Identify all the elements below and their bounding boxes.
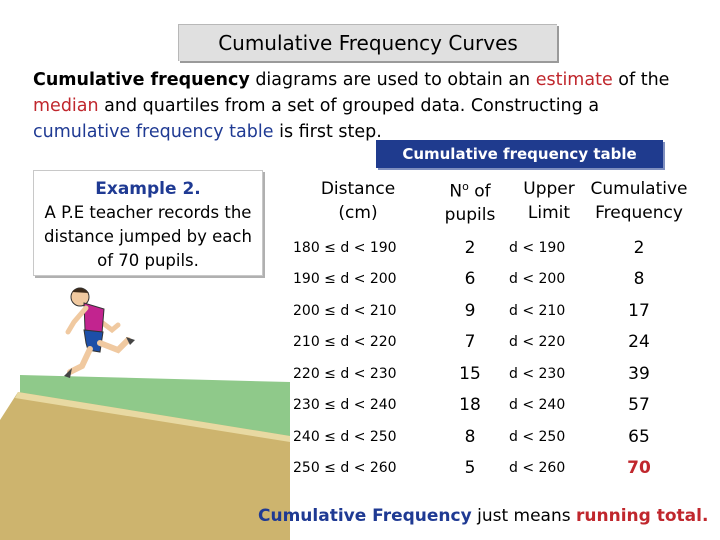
header-pupils: pupils bbox=[444, 205, 496, 226]
cell-frequency: 18 bbox=[459, 395, 481, 416]
header-upper: Upper bbox=[523, 179, 575, 199]
footer-middle: just means bbox=[471, 506, 576, 526]
cell-upper-limit: d < 220 bbox=[509, 334, 566, 351]
header-number-of-pupils: No of pupils bbox=[435, 170, 505, 232]
intro-term: Cumulative frequency bbox=[33, 70, 250, 90]
cell-cumulative: 65 bbox=[628, 426, 650, 447]
header-distance-unit: (cm) bbox=[338, 203, 378, 223]
cell-cumulative: 39 bbox=[628, 363, 650, 384]
intro-text-2: of the bbox=[612, 70, 670, 90]
footer-note: Cumulative Frequency just means running … bbox=[258, 506, 708, 526]
cell-interval: 230 ≤ d < 240 bbox=[293, 397, 397, 414]
header-cumulative: Cumulative bbox=[590, 179, 688, 199]
cell-interval: 190 ≤ d < 200 bbox=[293, 271, 397, 288]
header-of: of bbox=[468, 181, 491, 202]
cell-interval: 240 ≤ d < 250 bbox=[293, 428, 397, 445]
footer-label: Cumulative Frequency bbox=[258, 506, 472, 526]
intro-text-3: and quartiles from a set of grouped data… bbox=[98, 96, 600, 116]
cell-frequency: 8 bbox=[464, 426, 476, 447]
intro-estimate: estimate bbox=[535, 70, 613, 90]
cell-upper-limit: d < 190 bbox=[509, 239, 566, 256]
table-row: 240 ≤ d < 250 8 d < 250 65 bbox=[283, 421, 689, 453]
cell-upper-limit: d < 260 bbox=[509, 460, 566, 477]
cell-frequency: 2 bbox=[464, 237, 476, 258]
header-upper-limit: Upper Limit bbox=[505, 170, 589, 232]
cell-interval: 210 ≤ d < 220 bbox=[293, 334, 397, 351]
long-jump-illustration bbox=[0, 287, 290, 540]
example-heading: Example 2. bbox=[95, 179, 201, 199]
cell-upper-limit: d < 210 bbox=[509, 302, 566, 319]
cell-interval: 250 ≤ d < 260 bbox=[293, 460, 397, 477]
intro-text-1: diagrams are used to obtain an bbox=[249, 70, 536, 90]
table-row: 230 ≤ d < 240 18 d < 240 57 bbox=[283, 390, 689, 422]
cell-interval: 220 ≤ d < 230 bbox=[293, 365, 397, 382]
cell-cumulative: 8 bbox=[633, 269, 645, 290]
header-cumulative-frequency: Cumulative Frequency bbox=[589, 170, 689, 232]
header-limit: Limit bbox=[527, 203, 571, 223]
cell-frequency: 7 bbox=[464, 332, 476, 353]
table-row: 180 ≤ d < 190 2 d < 190 2 bbox=[283, 232, 689, 264]
cell-cumulative: 24 bbox=[628, 332, 650, 353]
slide-title: Cumulative Frequency Curves bbox=[178, 24, 557, 61]
cell-cumulative: 17 bbox=[628, 300, 650, 321]
example-box: Example 2. A P.E teacher records the dis… bbox=[33, 170, 263, 276]
cell-cumulative: 2 bbox=[633, 237, 645, 258]
cell-frequency: 6 bbox=[464, 269, 476, 290]
cell-upper-limit: d < 200 bbox=[509, 271, 566, 288]
grass-strip bbox=[20, 375, 290, 440]
cell-cumulative: 57 bbox=[628, 395, 650, 416]
cell-cumulative-total: 70 bbox=[627, 458, 651, 479]
table-row: 200 ≤ d < 210 9 d < 210 17 bbox=[283, 295, 689, 327]
table-row: 190 ≤ d < 200 6 d < 200 8 bbox=[283, 264, 689, 296]
header-distance: Distance (cm) bbox=[283, 170, 435, 232]
table-row: 210 ≤ d < 220 7 d < 220 24 bbox=[283, 327, 689, 359]
header-frequency: Frequency bbox=[595, 203, 683, 223]
footer-emphasis: running total. bbox=[576, 506, 709, 526]
intro-cft: cumulative frequency table bbox=[33, 122, 274, 142]
header-o: o bbox=[462, 179, 469, 193]
table-row: 220 ≤ d < 230 15 d < 230 39 bbox=[283, 358, 689, 390]
long-jumper-illustration bbox=[64, 287, 135, 378]
intro-text-4: is first step. bbox=[273, 122, 382, 142]
table-tag-label: Cumulative frequency table bbox=[376, 140, 663, 168]
cell-upper-limit: d < 250 bbox=[509, 428, 566, 445]
cumulative-frequency-table: Distance (cm) No of pupils Upper Limit C… bbox=[283, 170, 689, 484]
cell-upper-limit: d < 240 bbox=[509, 397, 566, 414]
cell-interval: 180 ≤ d < 190 bbox=[293, 239, 397, 256]
cell-upper-limit: d < 230 bbox=[509, 365, 566, 382]
cell-frequency: 5 bbox=[464, 458, 476, 479]
table-row: 250 ≤ d < 260 5 d < 260 70 bbox=[283, 453, 689, 485]
header-n: N bbox=[449, 181, 463, 202]
intro-paragraph: Cumulative frequency diagrams are used t… bbox=[33, 67, 693, 145]
cell-frequency: 9 bbox=[464, 300, 476, 321]
cell-frequency: 15 bbox=[459, 363, 481, 384]
cell-interval: 200 ≤ d < 210 bbox=[293, 302, 397, 319]
intro-median: median bbox=[33, 96, 99, 116]
sand-pit-edge bbox=[15, 392, 290, 442]
table-header-row: Distance (cm) No of pupils Upper Limit C… bbox=[283, 170, 689, 232]
header-distance-label: Distance bbox=[320, 179, 396, 199]
example-text: A P.E teacher records the distance jumpe… bbox=[44, 203, 252, 270]
